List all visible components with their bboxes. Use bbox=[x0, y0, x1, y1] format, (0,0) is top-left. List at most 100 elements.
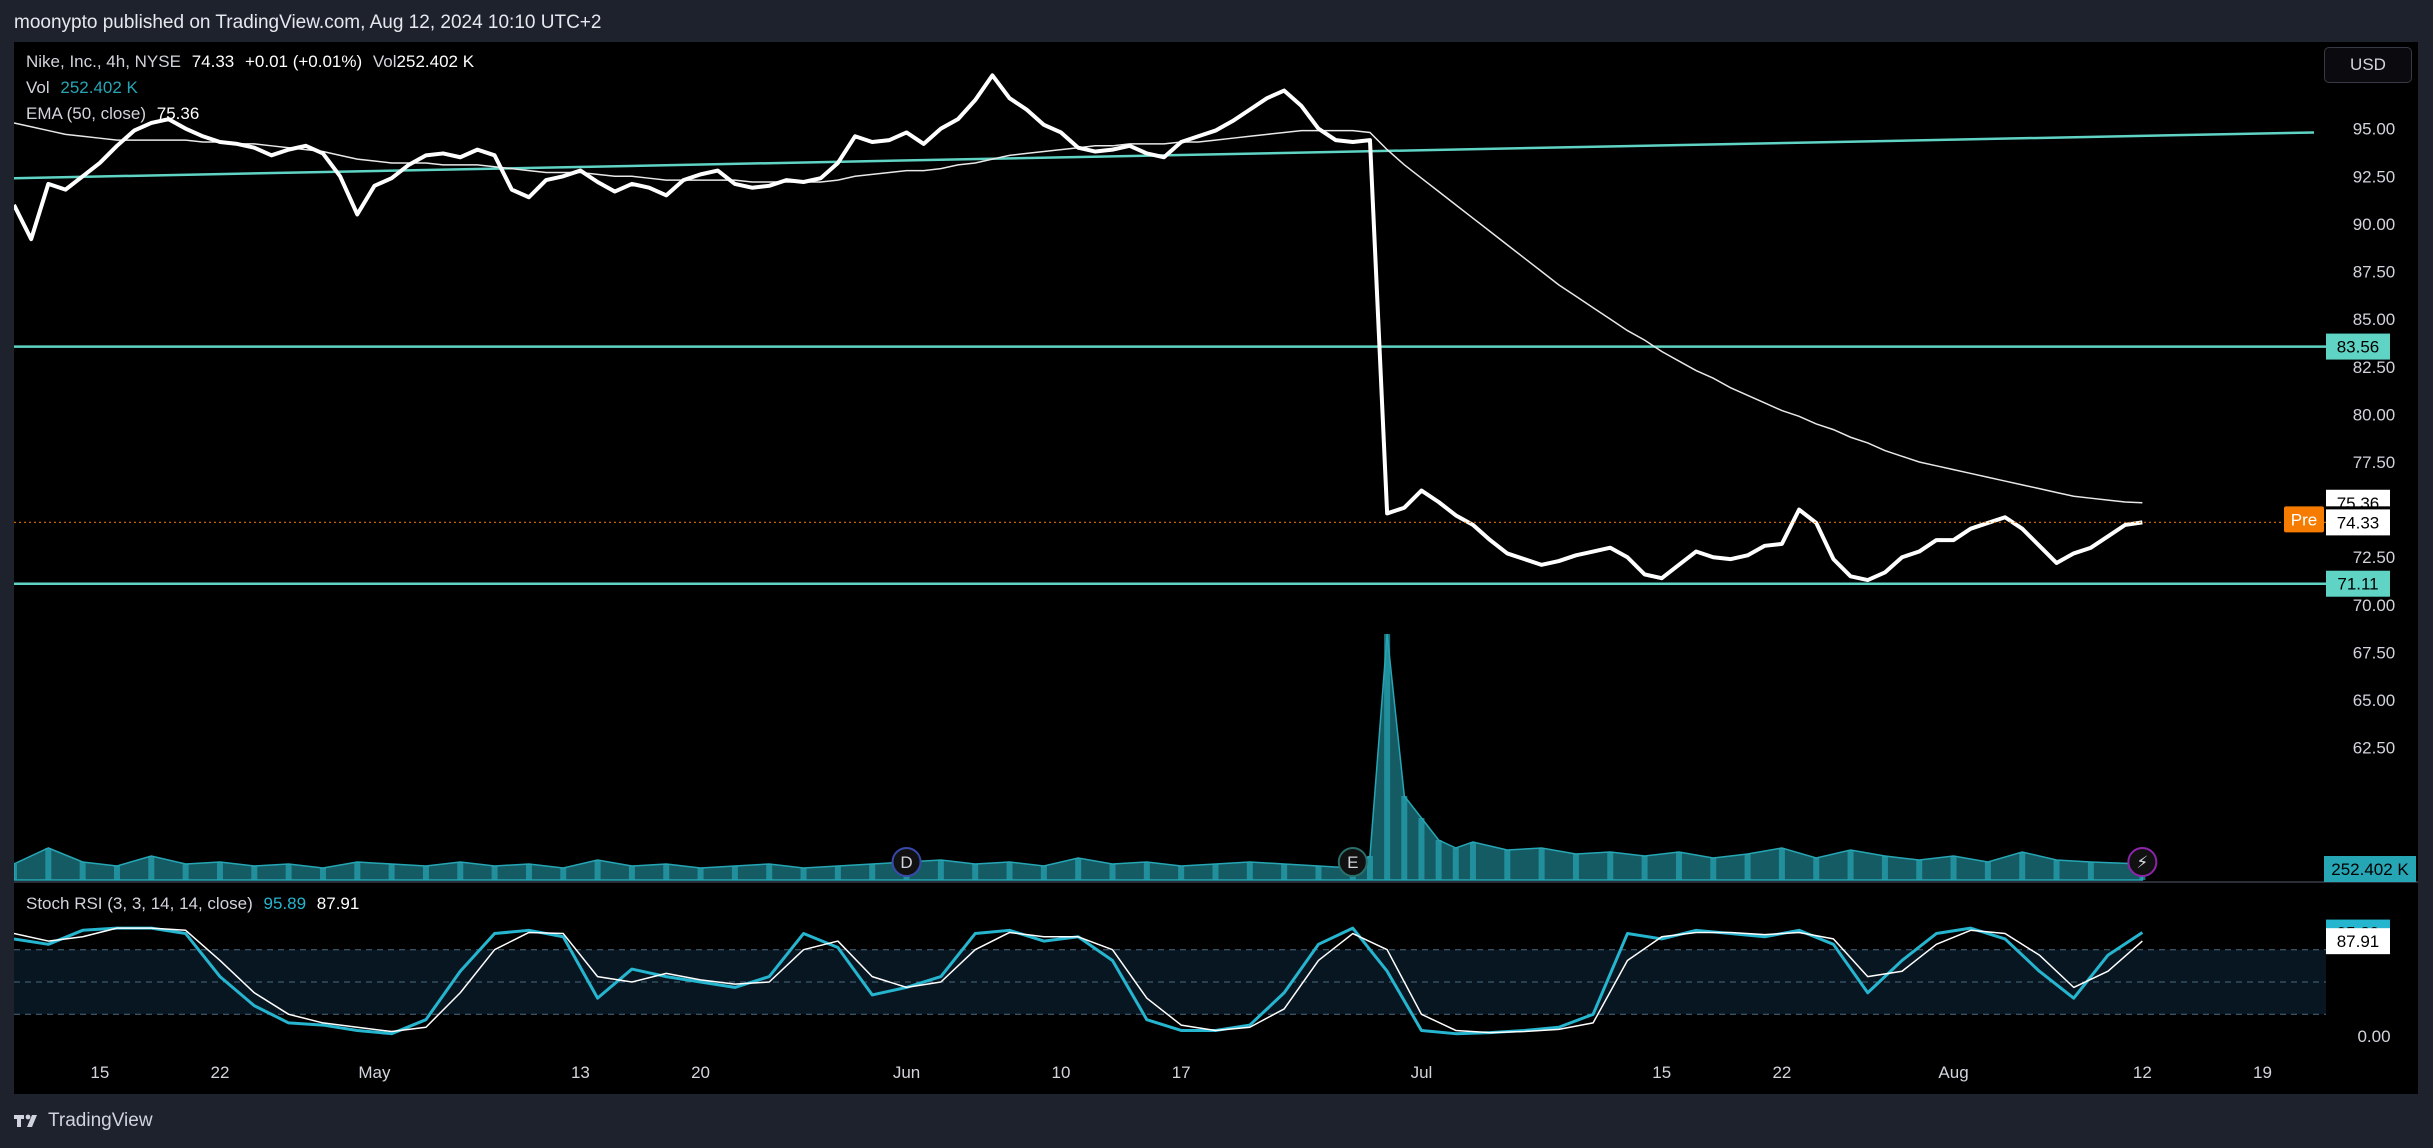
volume-bar bbox=[45, 848, 52, 880]
ema-legend: EMA (50, close) 75.36 bbox=[26, 104, 205, 124]
last-price: 74.33 bbox=[191, 52, 235, 71]
volume-bar bbox=[1315, 866, 1322, 880]
volume-bar bbox=[1641, 856, 1648, 880]
vol-value: 252.402 K bbox=[60, 78, 138, 97]
rsi-legend: Stoch RSI (3, 3, 14, 14, close) 95.89 87… bbox=[26, 894, 365, 914]
volume-bar bbox=[1366, 856, 1373, 880]
vol-inline-label: Vol bbox=[372, 52, 397, 71]
volume-bar bbox=[2019, 852, 2026, 880]
currency-button[interactable]: USD bbox=[2324, 47, 2412, 83]
price-change: +0.01 (+0.01%) bbox=[244, 52, 363, 71]
time-axis-tick: Aug bbox=[1938, 1063, 1968, 1082]
pre-badge bbox=[2284, 506, 2324, 533]
volume-legend: Vol 252.402 K bbox=[26, 78, 144, 98]
volume-bar bbox=[422, 866, 429, 880]
volume-bar bbox=[1710, 858, 1717, 880]
ema-line bbox=[14, 122, 2143, 504]
level-tag-text: 71.11 bbox=[2337, 575, 2378, 594]
pre-badge-text: Pre bbox=[2291, 510, 2317, 529]
time-axis-tick: 17 bbox=[1172, 1063, 1191, 1082]
volume-bar bbox=[937, 860, 944, 880]
level-axis-tag: 83.56 bbox=[2326, 333, 2390, 360]
time-axis-tick: 22 bbox=[211, 1063, 230, 1082]
ema-value: 75.36 bbox=[156, 104, 200, 123]
price-axis-tick: 67.50 bbox=[2353, 643, 2396, 662]
price-axis-tick: 92.50 bbox=[2353, 167, 2396, 186]
event-marker bbox=[2127, 847, 2158, 877]
volume-bar bbox=[1469, 842, 1476, 880]
volume-bar bbox=[1075, 858, 1082, 880]
volume-bar bbox=[1006, 862, 1013, 880]
rsi-axis-tag: 87.91 bbox=[2326, 928, 2390, 955]
volume-bar bbox=[560, 868, 567, 880]
price-axis-tick: 72.50 bbox=[2353, 548, 2396, 567]
volume-bar bbox=[216, 862, 223, 880]
price-line bbox=[14, 73, 2143, 583]
ema-label: EMA (50, close) bbox=[26, 104, 146, 123]
brand-label: TradingView bbox=[48, 1110, 153, 1131]
volume-bar bbox=[1281, 864, 1288, 880]
event-marker-label: ⚡ bbox=[2136, 853, 2148, 872]
tradingview-brand[interactable]: TradingView bbox=[14, 1110, 153, 1132]
volume-bar bbox=[1881, 856, 1888, 880]
volume-bar bbox=[113, 866, 120, 880]
volume-bar bbox=[1418, 818, 1425, 880]
time-axis-tick: 22 bbox=[1772, 1063, 1791, 1082]
volume-bar bbox=[834, 866, 841, 880]
price-axis-tick: 90.00 bbox=[2353, 215, 2396, 234]
price-axis-tick: 77.50 bbox=[2353, 453, 2396, 472]
volume-bar bbox=[1744, 854, 1751, 880]
price-axis-tick: 95.00 bbox=[2353, 120, 2396, 139]
price-axis-tag: 74.33 bbox=[2326, 509, 2390, 536]
volume-bar bbox=[457, 862, 464, 880]
time-axis-tick: 13 bbox=[571, 1063, 590, 1082]
time-axis-tick: May bbox=[358, 1063, 391, 1082]
volume-bar bbox=[1504, 850, 1511, 880]
volume-bar bbox=[1572, 854, 1579, 880]
volume-bar bbox=[972, 864, 979, 880]
event-marker-label: D bbox=[900, 853, 912, 872]
chart-area[interactable]: 95.00 92.50 90.00 87.50 85.00 82.50 80.00 77.50… bbox=[14, 42, 2418, 1094]
volume-bar bbox=[491, 866, 498, 880]
rsi-label: Stoch RSI (3, 3, 14, 14, close) bbox=[26, 894, 253, 913]
volume-bar bbox=[388, 864, 395, 880]
volume-bar bbox=[525, 864, 532, 880]
volume-bar bbox=[1538, 848, 1545, 880]
volume-bar bbox=[1607, 852, 1614, 880]
footer: TradingView bbox=[0, 1094, 2433, 1148]
price-axis-tick: 87.50 bbox=[2353, 263, 2396, 282]
volume-bar bbox=[1435, 840, 1442, 880]
time-axis-tick: Jul bbox=[1411, 1063, 1433, 1082]
volume-bar bbox=[663, 864, 670, 880]
volume-bar bbox=[251, 866, 258, 880]
volume-bar bbox=[731, 866, 738, 880]
volume-bar bbox=[1950, 856, 1957, 880]
rsi-tag-text: 87.91 bbox=[2337, 932, 2380, 951]
time-axis-tick: 20 bbox=[691, 1063, 710, 1082]
price-axis-tick: 70.00 bbox=[2353, 596, 2396, 615]
price-axis-tick: 65.00 bbox=[2353, 691, 2396, 710]
volume-bar bbox=[800, 868, 807, 880]
time-axis-tick: 19 bbox=[2253, 1063, 2272, 1082]
time-axis-tick: 15 bbox=[90, 1063, 109, 1082]
volume-bar bbox=[869, 864, 876, 880]
volume-area bbox=[14, 633, 2144, 881]
vol-inline-value: 252.402 K bbox=[396, 52, 475, 71]
volume-bar bbox=[1178, 866, 1185, 880]
volume-bar bbox=[182, 864, 189, 880]
volume-bar bbox=[148, 856, 155, 880]
tag-text: 74.33 bbox=[2337, 513, 2380, 532]
rsi-tag-box bbox=[2326, 928, 2390, 955]
symbol-label: Nike, Inc., 4h, NYSE bbox=[26, 52, 181, 71]
volume-bar bbox=[1813, 858, 1820, 880]
level-axis-tag: 71.11 bbox=[2326, 570, 2390, 597]
volume-bar bbox=[1384, 634, 1391, 880]
level-tag-box bbox=[2326, 570, 2390, 597]
volume-bar bbox=[766, 864, 773, 880]
volume-bar bbox=[354, 862, 361, 880]
volume-bar bbox=[1246, 862, 1253, 880]
chart-canvas[interactable]: 95.00 92.50 90.00 87.50 85.00 82.50 80.00 77.50… bbox=[14, 42, 2418, 1094]
time-axis-tick: Jun bbox=[893, 1063, 920, 1082]
volume-bar bbox=[2087, 862, 2094, 880]
volume-bar bbox=[1143, 862, 1150, 880]
